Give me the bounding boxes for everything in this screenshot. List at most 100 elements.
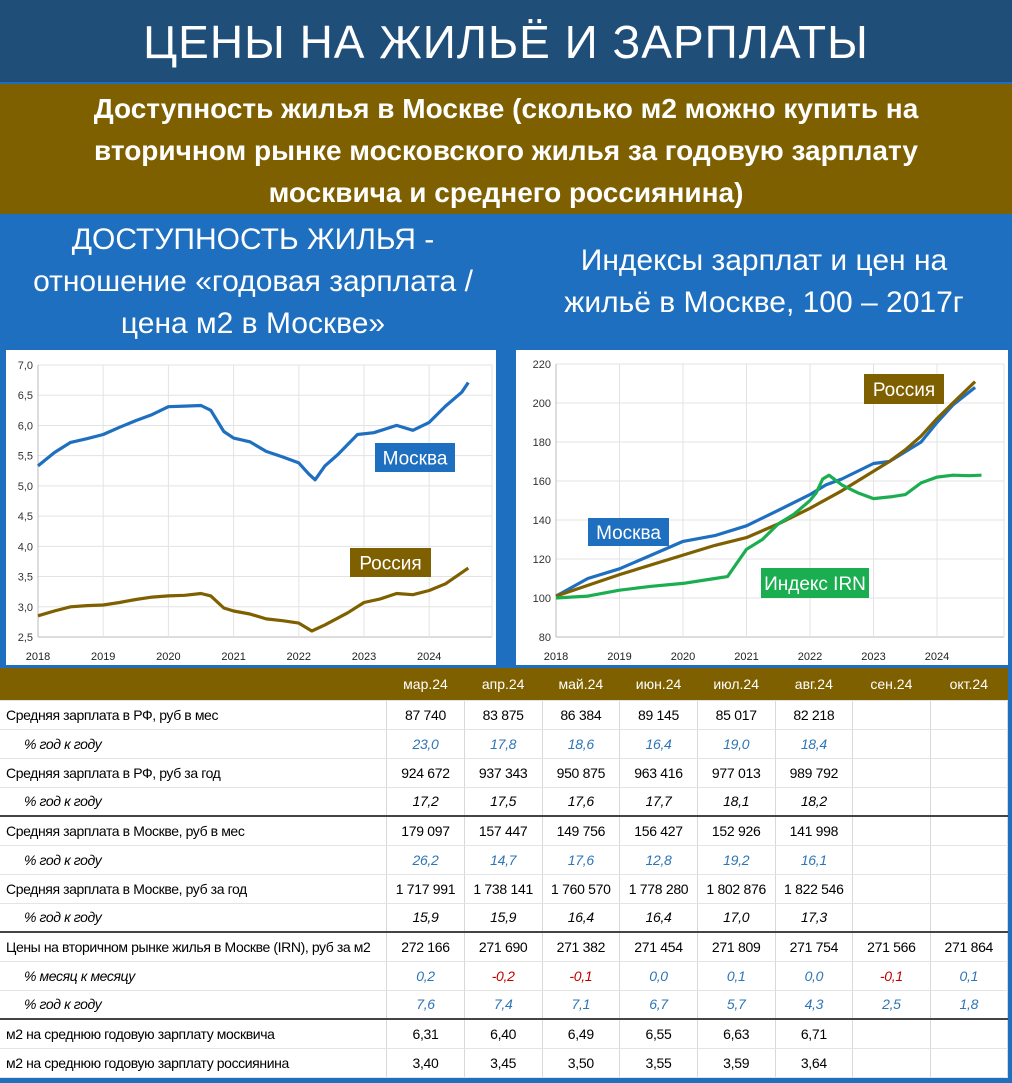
series-line-Москва	[36, 381, 470, 482]
table-cell: 271 566	[852, 932, 931, 962]
table-cell: 7,6	[386, 990, 465, 1020]
y-tick-label: 120	[533, 554, 551, 566]
row-label: % месяц к месяцу	[0, 961, 388, 991]
x-tick-label: 2022	[287, 651, 311, 663]
table-row: % год к году 23,0 17,8 18,6 16,4 19,0 18,4	[0, 729, 1009, 759]
table-cell: 156 427	[619, 816, 698, 846]
table-cell: 17,2	[386, 787, 465, 817]
table-header-row: мар.24 апр.24 май.24 июн.24 июл.24 авг.24 сен.…	[0, 668, 1008, 701]
table-cell	[930, 758, 1009, 788]
table-cell: 82 218	[775, 700, 854, 730]
row-label: % год к году	[0, 990, 388, 1020]
x-tick-label: 2020	[671, 651, 695, 663]
table-cell: 149 756	[542, 816, 621, 846]
table-cell	[852, 903, 931, 933]
table-cell: -0,1	[852, 961, 931, 991]
x-tick-label: 2020	[156, 651, 180, 663]
table-cell: 152 926	[697, 816, 776, 846]
table-cell	[852, 1019, 931, 1049]
table-cell: 1 822 546	[775, 874, 854, 904]
series-label: Москва	[596, 523, 661, 544]
table-cell: 16,4	[619, 729, 698, 759]
table-cell	[852, 816, 931, 846]
table-cell: 977 013	[697, 758, 776, 788]
table-cell: -0,2	[464, 961, 543, 991]
index-chart-svg: 80 100 120 140 160 180 200 220 2018 2019 2020 2021 2…	[533, 359, 1005, 663]
table-cell: 19,0	[697, 729, 776, 759]
index-chart: 80 100 120 140 160 180 200 220 2018 2019 2020 2021 2…	[516, 350, 1008, 665]
row-label: % год к году	[0, 845, 388, 875]
table-cell: 26,2	[386, 845, 465, 875]
table-cell: 17,0	[697, 903, 776, 933]
table-cell: 0,0	[775, 961, 854, 991]
table-cell	[930, 1048, 1009, 1078]
table-cell: 2,5	[852, 990, 931, 1020]
right-chart-heading: Индексы зарплат и цен на жильё в Москве,…	[564, 244, 964, 319]
table-cell: 1 802 876	[697, 874, 776, 904]
table-cell: 6,31	[386, 1019, 465, 1049]
table-cell: 18,4	[775, 729, 854, 759]
table-cell: 4,3	[775, 990, 854, 1020]
table-row: % год к году 26,2 14,7 17,6 12,8 19,2 16,1	[0, 845, 1009, 875]
table-cell	[852, 874, 931, 904]
x-tick-label: 2023	[352, 651, 376, 663]
table-cell: 89 145	[619, 700, 698, 730]
table-cell: 6,55	[619, 1019, 698, 1049]
month-header: окт.24	[930, 668, 1008, 701]
table-cell: 1 717 991	[386, 874, 465, 904]
table-cell	[852, 700, 931, 730]
table-cell: 85 017	[697, 700, 776, 730]
table-cell: 6,49	[542, 1019, 621, 1049]
table-cell: 272 166	[386, 932, 465, 962]
table-cell	[930, 1019, 1009, 1049]
header-blank	[0, 668, 387, 701]
x-tick-label: 2024	[925, 651, 949, 663]
y-tick-label: 4,0	[18, 541, 33, 553]
y-tick-label: 180	[533, 437, 551, 449]
series-label-box	[350, 548, 431, 577]
table-cell	[852, 758, 931, 788]
x-tick-label: 2023	[861, 651, 885, 663]
table-row: Средняя зарплата в Москве, руб за год 1 7…	[0, 874, 1009, 904]
table-cell: 271 454	[619, 932, 698, 962]
table-cell: 86 384	[542, 700, 621, 730]
table-cell: 271 754	[775, 932, 854, 962]
series-line-Россия	[555, 380, 977, 598]
table-cell: 6,40	[464, 1019, 543, 1049]
series-line-Москва	[555, 386, 977, 598]
table-row: м2 на среднюю годовую зарплату москвича 6…	[0, 1019, 1009, 1049]
table-cell: 141 998	[775, 816, 854, 846]
table-row: Средняя зарплата в РФ, руб за год 924 672…	[0, 758, 1009, 788]
table-cell: 271 382	[542, 932, 621, 962]
table-cell: 950 875	[542, 758, 621, 788]
row-label: Средняя зарплата в Москве, руб в мес	[0, 816, 388, 846]
row-label: % год к году	[0, 787, 388, 817]
series-label-box	[761, 568, 869, 598]
y-tick-label: 3,0	[18, 602, 33, 614]
table-cell: 15,9	[386, 903, 465, 933]
affordability-chart: 2,5 3,0 3,5 4,0 4,5 5,0 5,5 6,0 6,5 7,0 2018 2019 20…	[6, 350, 496, 665]
month-header: июн.24	[619, 668, 698, 701]
series-label-box	[375, 443, 455, 472]
table-row: Цены на вторичном рынке жилья в Москве (…	[0, 932, 1009, 962]
table-cell: 3,50	[542, 1048, 621, 1078]
table-cell: 14,7	[464, 845, 543, 875]
table-cell: 3,40	[386, 1048, 465, 1078]
table-cell	[930, 845, 1009, 875]
data-table: мар.24 апр.24 май.24 июн.24 июл.24 авг.24 сен.…	[0, 668, 1009, 1078]
table-cell: 1,8	[930, 990, 1009, 1020]
row-label: Средняя зарплата в РФ, руб за год	[0, 758, 388, 788]
series-line-Индекс IRN	[555, 473, 982, 600]
month-header: мар.24	[386, 668, 465, 701]
table-cell	[930, 874, 1009, 904]
x-tick-label: 2022	[798, 651, 822, 663]
x-tick-label: 2021	[221, 651, 245, 663]
x-tick-label: 2019	[607, 651, 631, 663]
table-cell: 17,5	[464, 787, 543, 817]
month-header: апр.24	[464, 668, 542, 701]
table-cell	[852, 1048, 931, 1078]
table-cell: 6,63	[697, 1019, 776, 1049]
table-cell: 5,7	[697, 990, 776, 1020]
y-tick-label: 5,5	[18, 451, 33, 463]
table-cell: 924 672	[386, 758, 465, 788]
